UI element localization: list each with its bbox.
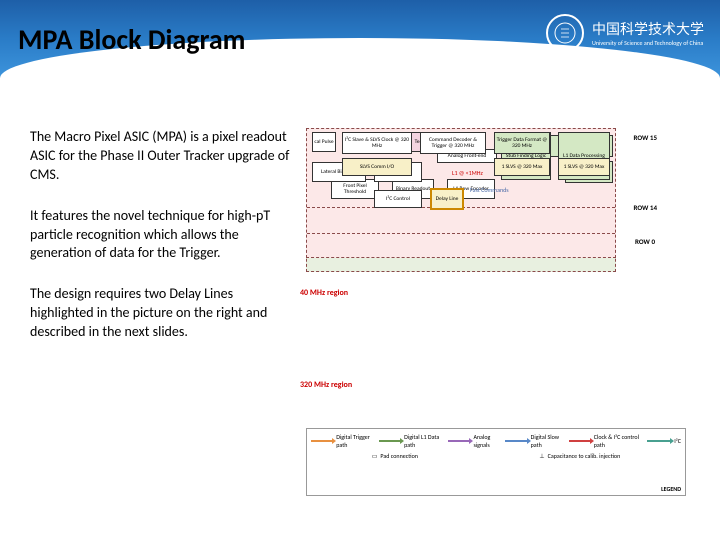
row0-label: ROW 0 xyxy=(635,237,655,246)
legend-i2c: I²C xyxy=(647,433,681,449)
arrow-icon xyxy=(311,440,333,442)
row-divider-2 xyxy=(307,233,615,234)
legend-row-2: ▭Pad connection ⊥Capacitance to calib. i… xyxy=(311,452,681,460)
l1-label: L1 @ <1MHz xyxy=(452,169,483,177)
legend-capac: ⊥Capacitance to calib. injection xyxy=(539,452,620,460)
diagram-column: ROW 15 ROW 14 ROW 0 Analog Front-end BX … xyxy=(306,128,700,508)
delay-line-block: Delay Line xyxy=(430,188,464,210)
arrow-icon xyxy=(569,440,591,442)
paragraph-3: The design requires two Delay Lines high… xyxy=(30,285,290,342)
pad-icon: ▭ xyxy=(372,452,378,460)
legend-padconn: ▭Pad connection xyxy=(372,452,418,460)
arrow-icon xyxy=(647,440,671,442)
university-name: 中国科学技术大学 University of Science and Techn… xyxy=(592,19,704,47)
legend-clock: Clock & I²C control path xyxy=(569,433,648,449)
arrow-icon xyxy=(505,440,527,442)
paragraph-2: It features the novel technique for high… xyxy=(30,207,290,264)
legend-digtrig: Digital Trigger path xyxy=(311,433,379,449)
slvs-320-block-2: 1 SLVS @ 320 Max xyxy=(558,158,610,176)
slvs-comm-block: SLVS Comm I/O xyxy=(342,158,412,176)
320mhz-label: 320 MHz region xyxy=(300,380,352,390)
legend-digslow: Digital Slow path xyxy=(505,433,568,449)
cal-block: cal Pulse xyxy=(312,132,336,152)
block-diagram: ROW 15 ROW 14 ROW 0 Analog Front-end BX … xyxy=(306,128,686,508)
slide-title: MPA Block Diagram xyxy=(18,22,245,57)
legend-row-1: Digital Trigger path Digital L1 Data pat… xyxy=(311,433,681,449)
content-area: The Macro Pixel ASIC (MPA) is a pixel re… xyxy=(0,78,720,518)
legend-box: LEGEND Digital Trigger path Digital L1 D… xyxy=(306,428,686,496)
trigger-format-block: Trigger Data Format @ 320 MHz xyxy=(494,132,550,154)
fast-commands-label: Fast Commands xyxy=(470,186,509,194)
arrow-icon xyxy=(448,440,470,442)
i2c-slave-block: I²C Slave & SLVS Clock @ 320 MHz xyxy=(342,132,412,154)
row14-label: ROW 14 xyxy=(633,203,657,212)
logo-emblem-icon xyxy=(546,14,584,52)
legend-digl1: Digital L1 Data path xyxy=(379,433,448,449)
i2c-control-block: I²C Control xyxy=(374,190,422,208)
legend-analog: Analog signals xyxy=(448,433,505,449)
40mhz-label: 40 MHz region xyxy=(300,288,348,298)
front-pixel-block: Front Pixel Threshold xyxy=(331,179,379,199)
cmd-decoder-block: Command Decoder & Trigger @ 320 MHz xyxy=(420,132,486,154)
paragraph-1: The Macro Pixel ASIC (MPA) is a pixel re… xyxy=(30,128,290,185)
text-column: The Macro Pixel ASIC (MPA) is a pixel re… xyxy=(30,128,290,508)
slvs-320-block: 1 SLVS @ 320 Max xyxy=(494,158,550,176)
legend-title: LEGEND xyxy=(661,485,681,493)
university-logo: 中国科学技术大学 University of Science and Techn… xyxy=(546,14,704,52)
capacitor-icon: ⊥ xyxy=(539,452,544,460)
arrow-icon xyxy=(379,440,401,442)
row15-label: ROW 15 xyxy=(633,133,657,142)
